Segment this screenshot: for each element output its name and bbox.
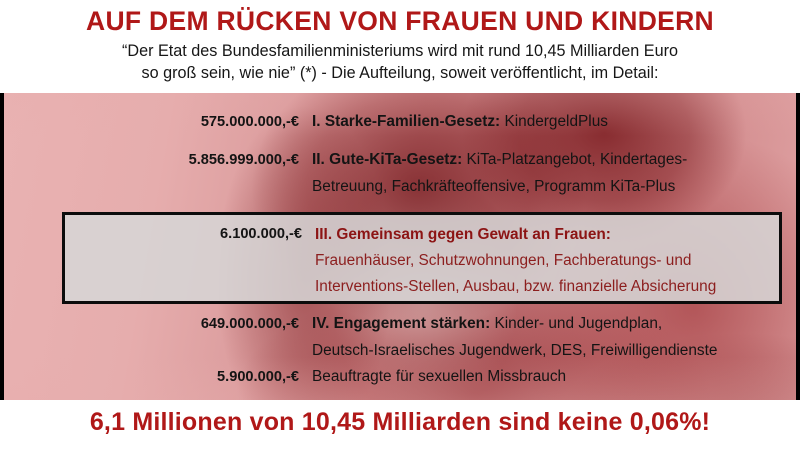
budget-continuation-ii: Betreuung, Fachkräfteoffensive, Programm…: [312, 178, 676, 195]
budget-detail-i: KindergeldPlus: [500, 113, 608, 130]
highlight-line-2: Interventions-Stellen, Ausbau, bzw. fina…: [315, 278, 717, 295]
budget-item-list: 575.000.000,-€ I. Starke-Familien-Gesetz…: [4, 93, 796, 400]
budget-amount-i: 575.000.000,-€: [200, 114, 299, 130]
budget-description-i: I. Starke-Familien-Gesetz: KindergeldPlu…: [299, 113, 796, 131]
header-block: AUF DEM RÜCKEN VON FRAUEN UND KINDERN “D…: [0, 0, 800, 93]
footer-block: 6,1 Millionen von 10,45 Milliarden sind …: [0, 400, 800, 450]
page-title: AUF DEM RÜCKEN VON FRAUEN UND KINDERN: [86, 6, 714, 36]
budget-description-ii: II. Gute-KiTa-Gesetz: KiTa-Platzangebot,…: [299, 151, 796, 169]
photo-band: 575.000.000,-€ I. Starke-Familien-Gesetz…: [0, 93, 800, 400]
budget-row-i: 575.000.000,-€ I. Starke-Familien-Gesetz…: [4, 113, 796, 131]
budget-row-iv: 649.000.000,-€ IV. Engagement stärken: K…: [4, 315, 796, 333]
budget-title-ii: II. Gute-KiTa-Gesetz:: [312, 151, 463, 168]
budget-title-i: I. Starke-Familien-Gesetz:: [312, 113, 501, 130]
budget-title-iv: IV. Engagement stärken:: [312, 315, 491, 332]
quote-line-2: so groß sein, wie nie” (*) - Die Aufteil…: [141, 64, 659, 82]
quote-line-1: “Der Etat des Bundesfamilienministeriums…: [122, 41, 678, 60]
budget-detail-ii: KiTa-Platzangebot, Kindertages-: [462, 151, 688, 168]
highlight-box-section-iii: 6.100.000,-€ III. Gemeinsam gegen Gewalt…: [62, 212, 782, 304]
highlight-amount: 6.100.000,-€: [220, 226, 302, 242]
budget-amount-ii: 5.856.999.000,-€: [188, 152, 299, 168]
budget-detail-iv: Kinder- und Jugendplan,: [490, 315, 663, 332]
budget-amount-iv: 649.000.000,-€: [200, 316, 299, 332]
highlight-line-1: Frauenhäuser, Schutzwohnungen, Fachberat…: [315, 252, 692, 269]
budget-amount-beauftragte: 5.900.000,-€: [217, 369, 299, 385]
conclusion-statement: 6,1 Millionen von 10,45 Milliarden sind …: [89, 408, 711, 436]
budget-description-iv: IV. Engagement stärken: Kinder- und Juge…: [299, 315, 796, 333]
highlight-title: III. Gemeinsam gegen Gewalt an Frauen:: [315, 226, 611, 243]
budget-continuation-iv: Deutsch-Israelisches Jugendwerk, DES, Fr…: [312, 342, 718, 359]
budget-description-beauftragte: Beauftragte für sexuellen Missbrauch: [312, 368, 567, 385]
budget-row-ii: 5.856.999.000,-€ II. Gute-KiTa-Gesetz: K…: [4, 151, 796, 169]
budget-row-beauftragte: 5.900.000,-€ Beauftragte für sexuellen M…: [4, 368, 796, 386]
